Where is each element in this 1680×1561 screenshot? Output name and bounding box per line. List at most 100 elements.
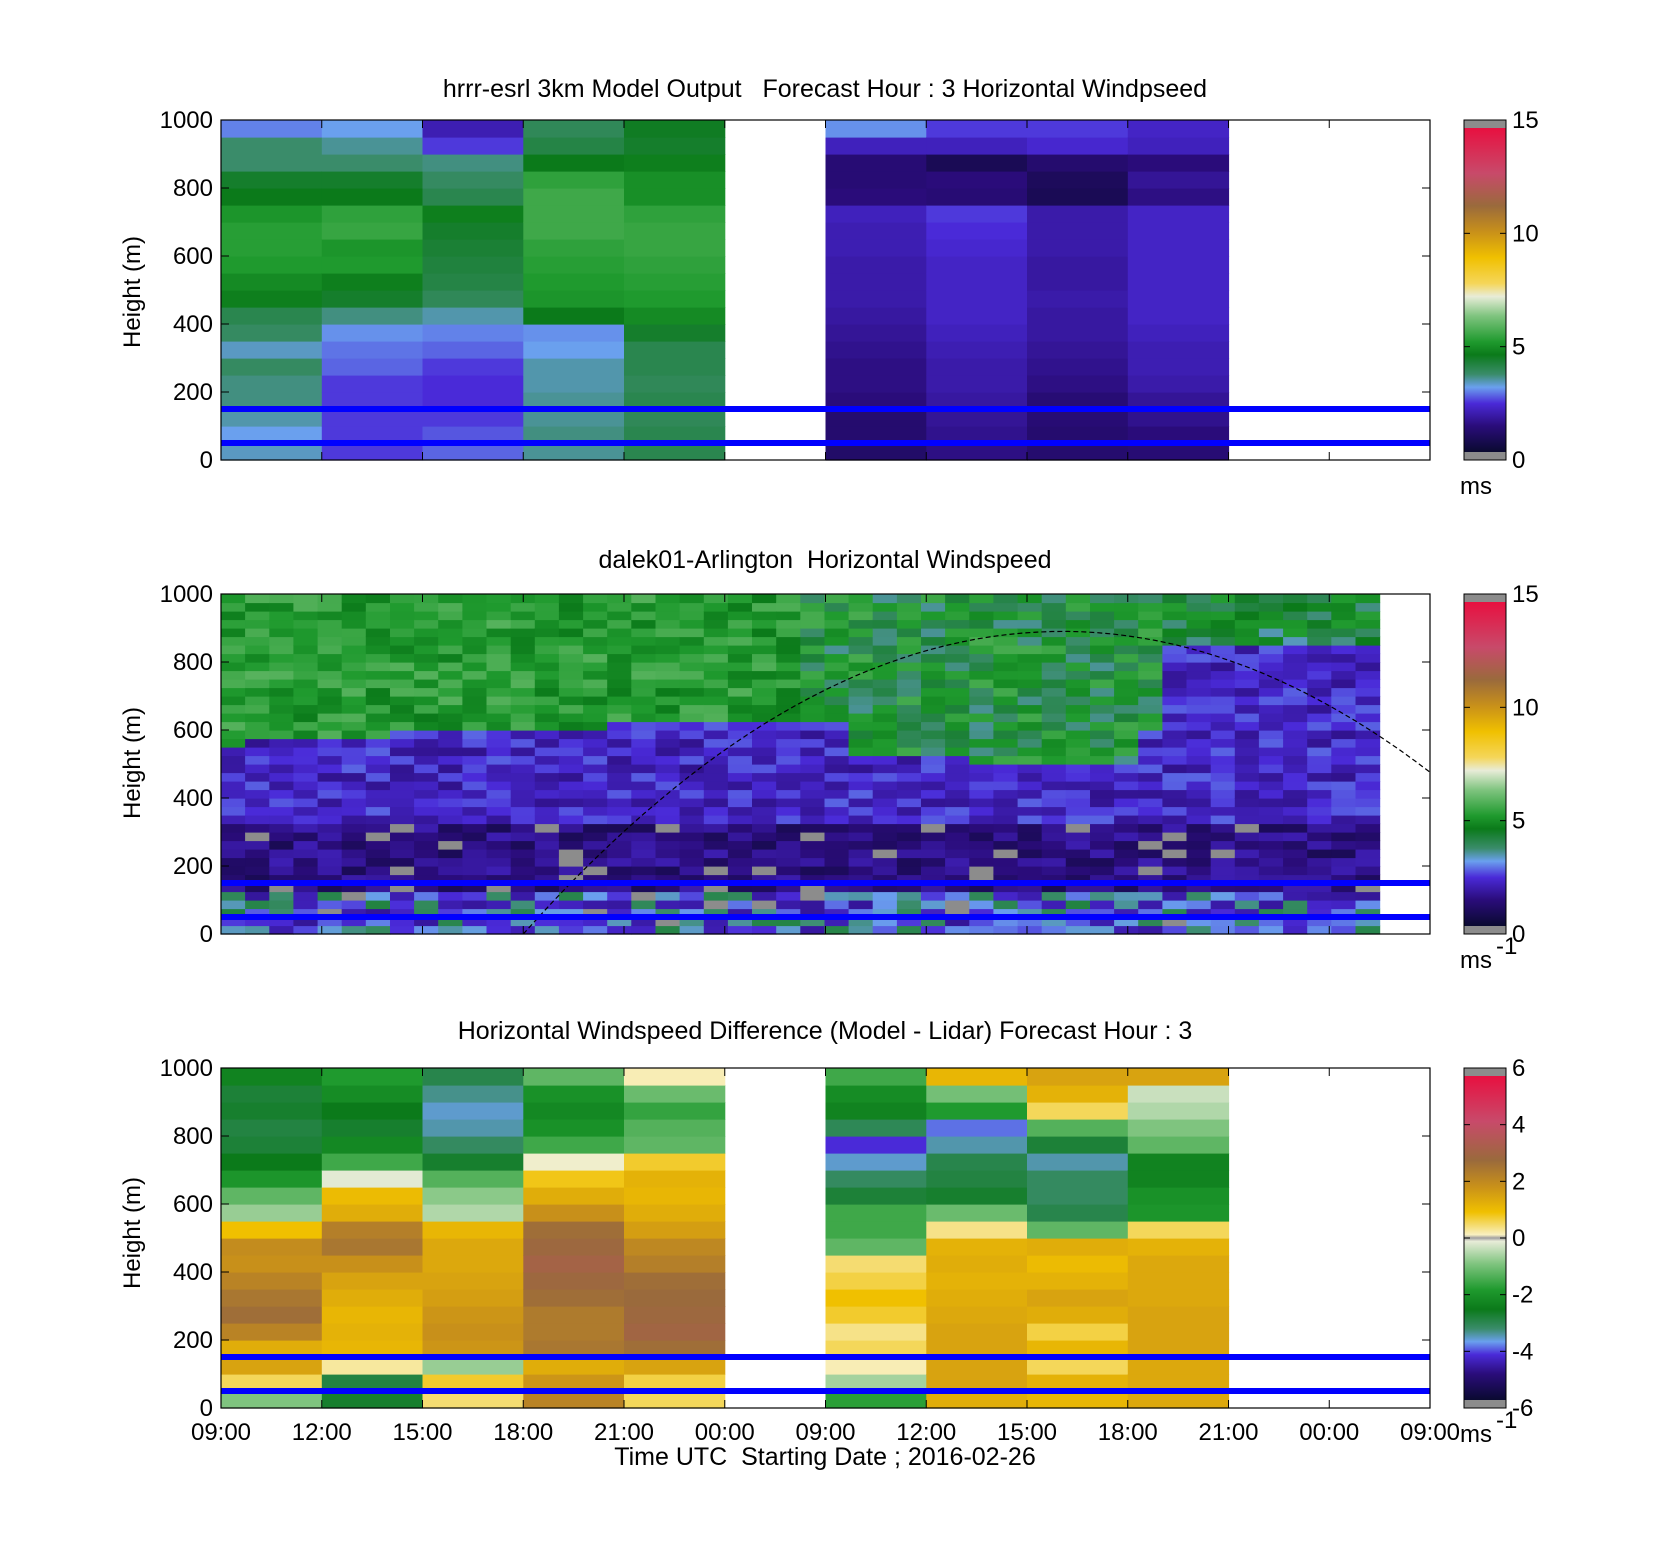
- heatmap-cell: [558, 789, 584, 799]
- heatmap-cell: [534, 849, 560, 859]
- heatmap-cell: [969, 832, 994, 842]
- heatmap-cell: [462, 670, 488, 680]
- heatmap-cell: [926, 1340, 1028, 1358]
- heatmap-cell: [848, 806, 874, 816]
- heatmap-cell: [896, 772, 922, 782]
- heatmap-cell: [800, 713, 825, 723]
- heatmap-cell: [422, 375, 524, 393]
- heatmap-cell: [245, 636, 270, 646]
- heatmap-cell: [1162, 866, 1188, 876]
- heatmap-cell: [921, 713, 946, 723]
- heatmap-cell: [245, 670, 270, 680]
- heatmap-cell: [390, 738, 415, 748]
- heatmap-cell: [1138, 891, 1163, 901]
- heatmap-cell: [321, 409, 424, 427]
- heatmap-cell: [269, 798, 294, 808]
- heatmap-cell: [776, 602, 801, 612]
- heatmap-cell: [1127, 1306, 1230, 1324]
- heatmap-cell: [438, 764, 463, 774]
- heatmap-cell: [583, 636, 608, 646]
- heatmap-cell: [438, 891, 463, 901]
- heatmap-cell: [1138, 645, 1163, 655]
- heatmap-cell: [1114, 636, 1139, 646]
- heatmap-cell: [221, 154, 323, 172]
- heatmap-cell: [1017, 815, 1043, 825]
- heatmap-cell: [438, 738, 463, 748]
- reference-lines: [221, 1354, 1430, 1394]
- heatmap-cell: [221, 628, 246, 638]
- heatmap-cell: [523, 375, 625, 393]
- heatmap-cell: [1234, 670, 1260, 680]
- heatmap-cell: [1331, 636, 1356, 646]
- heatmap-cell: [921, 611, 946, 621]
- heatmap-cell: [462, 730, 488, 740]
- heatmap-cell: [1258, 874, 1284, 884]
- heatmap-cell: [655, 747, 681, 757]
- heatmap-cell: [422, 1102, 524, 1120]
- heatmap-cell: [824, 628, 850, 638]
- heatmap-cell: [1234, 602, 1260, 612]
- heatmap-cell: [293, 721, 319, 731]
- heatmap-cell: [558, 764, 584, 774]
- heatmap-cell: [969, 721, 994, 731]
- heatmap-cell: [1234, 687, 1260, 697]
- heatmap-cell: [422, 1238, 524, 1256]
- heatmap-cell: [607, 908, 632, 918]
- heatmap-cell: [1331, 619, 1356, 629]
- heatmap-cell: [752, 730, 777, 740]
- heatmap-cell: [1027, 120, 1129, 138]
- heatmap-cell: [438, 823, 463, 833]
- heatmap-cell: [1138, 747, 1163, 757]
- heatmap-cell: [1210, 747, 1236, 757]
- heatmap-cell: [462, 738, 488, 748]
- heatmap-cell: [1331, 696, 1356, 706]
- heatmap-cell: [1138, 772, 1163, 782]
- heatmap-cell: [921, 696, 946, 706]
- heatmap-cell: [365, 687, 391, 697]
- heatmap-cell: [1331, 849, 1356, 859]
- heatmap-cell: [321, 1238, 424, 1256]
- heatmap-cell: [848, 900, 874, 910]
- heatmap-cell: [317, 798, 343, 808]
- heatmap-cell: [752, 755, 777, 765]
- heatmap-cell: [269, 866, 294, 876]
- heatmap-cell: [1138, 636, 1163, 646]
- heatmap-cell: [245, 602, 270, 612]
- heatmap-cell: [534, 857, 560, 867]
- heatmap-cell: [341, 662, 367, 672]
- panel-title: hrrr-esrl 3km Model Output Forecast Hour…: [443, 75, 1207, 103]
- heatmap-cell: [1162, 891, 1188, 901]
- heatmap-cell: [872, 772, 898, 782]
- heatmap-cell: [1186, 704, 1212, 714]
- heatmap-cell: [321, 1323, 424, 1341]
- heatmap-cell: [1017, 662, 1043, 672]
- heatmap-cell: [341, 883, 367, 893]
- y-tick-label: 1000: [160, 1055, 213, 1082]
- heatmap-cell: [414, 891, 439, 901]
- heatmap-cell: [245, 806, 270, 816]
- heatmap-cell: [607, 764, 632, 774]
- heatmap-cell: [752, 738, 777, 748]
- heatmap-cell: [1138, 849, 1163, 859]
- heatmap-cell: [896, 738, 922, 748]
- heatmap-cell: [1065, 696, 1091, 706]
- heatmap-cell: [438, 866, 463, 876]
- heatmap-cell: [703, 764, 729, 774]
- heatmap-cell: [969, 764, 994, 774]
- heatmap-cell: [969, 908, 994, 918]
- heatmap-cell: [510, 602, 536, 612]
- heatmap-cell: [752, 619, 777, 629]
- heatmap-cell: [221, 273, 323, 291]
- heatmap-cell: [1138, 628, 1163, 638]
- heatmap-cell: [752, 611, 777, 621]
- heatmap-cell: [1307, 883, 1332, 893]
- heatmap-cell: [317, 619, 343, 629]
- heatmap-cell: [1041, 908, 1067, 918]
- heatmap-cell: [848, 772, 874, 782]
- heatmap-cell: [1017, 602, 1043, 612]
- heatmap-cell: [1065, 602, 1091, 612]
- heatmap-cell: [776, 789, 801, 799]
- heatmap-cell: [321, 1255, 424, 1273]
- heatmap-cell: [1127, 137, 1230, 155]
